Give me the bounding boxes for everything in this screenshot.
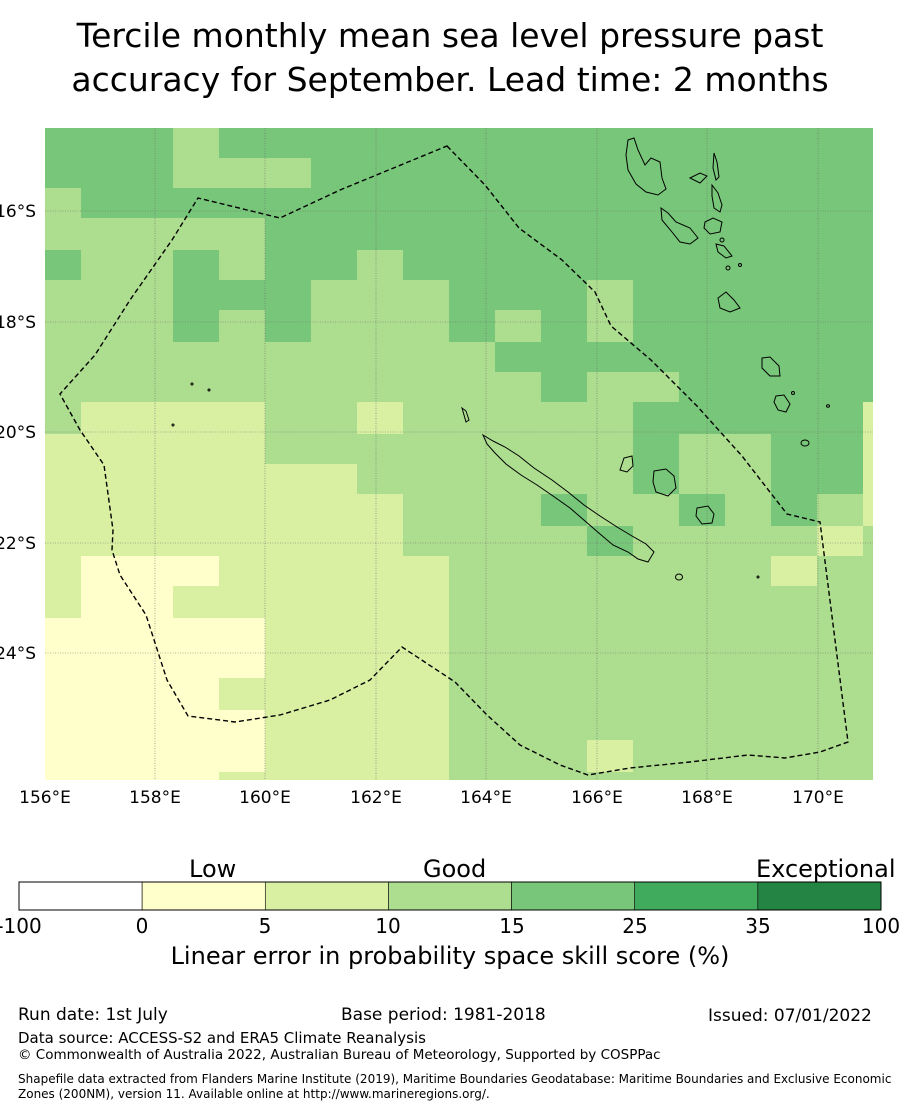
island-15 <box>800 439 810 447</box>
island-14 <box>461 406 470 423</box>
colorbar-segment <box>634 881 759 911</box>
colorbar-tick: 100 <box>862 914 900 938</box>
colorbar-label-good: Good <box>423 855 487 883</box>
base-period: Base period: 1981-2018 <box>341 1005 546 1025</box>
colorbar-segment <box>388 881 512 911</box>
colorbar-segment <box>757 881 882 911</box>
coastlines <box>171 137 830 581</box>
lon-label: 164°E <box>460 788 512 808</box>
island-22 <box>190 382 194 386</box>
colorbar-tick: 5 <box>259 914 272 938</box>
island-3 <box>711 183 723 213</box>
island-25 <box>756 575 760 579</box>
colorbar-segment <box>511 881 636 911</box>
run-date: Run date: 1st July <box>18 1005 168 1025</box>
shapefile-credit: Shapefile data extracted from Flanders M… <box>18 1072 892 1101</box>
island-13 <box>688 172 708 184</box>
colorbar-label-low: Low <box>189 855 237 883</box>
copyright: © Commonwealth of Australia 2022, Austra… <box>18 1047 661 1063</box>
colorbar-segments <box>18 881 882 911</box>
colorbar-tick: 15 <box>499 914 524 938</box>
data-source: Data source: ACCESS-S2 and ERA5 Climate … <box>18 1029 426 1047</box>
colorbar-tick: 10 <box>375 914 400 938</box>
lat-label: 24°S <box>0 644 36 664</box>
colorbar-axis-title: Linear error in probability space skill … <box>170 942 730 970</box>
island-19 <box>738 263 742 267</box>
colorbar-ticks: -100 0 5 10 15 25 35 100 <box>0 914 900 938</box>
island-5 <box>703 217 723 235</box>
map-area: 156°E 158°E 160°E 162°E 164°E 166°E 168°… <box>0 128 873 808</box>
colorbar-label-exceptional: Exceptional <box>756 855 896 883</box>
island-6 <box>715 243 733 259</box>
colorbar-segment <box>18 881 143 911</box>
island-21 <box>826 404 830 408</box>
island-24 <box>171 423 175 427</box>
island-18 <box>725 265 731 271</box>
island-8 <box>761 356 781 377</box>
lat-label: 16°S <box>0 202 36 222</box>
island-2 <box>660 206 699 245</box>
island-12 <box>619 455 634 473</box>
lon-label: 170°E <box>792 788 844 808</box>
island-4 <box>712 152 720 181</box>
title-line-2: accuracy for September. Lead time: 2 mon… <box>71 60 829 99</box>
issued-date: Issued: 07/01/2022 <box>708 1006 872 1026</box>
island-17 <box>719 237 725 243</box>
skill-grid <box>45 128 873 780</box>
eez-boundary <box>59 145 849 776</box>
island-9 <box>773 394 791 413</box>
island-20 <box>791 391 795 395</box>
lon-label: 162°E <box>350 788 402 808</box>
island-7 <box>717 291 741 313</box>
island-11 <box>695 505 715 525</box>
lon-label: 158°E <box>129 788 181 808</box>
colorbar-tick: 25 <box>622 914 647 938</box>
lon-label: 168°E <box>681 788 733 808</box>
lon-label: 156°E <box>19 788 71 808</box>
main-vanuatu-island <box>625 137 667 196</box>
lat-label: 20°S <box>0 423 36 443</box>
island-16 <box>675 573 683 581</box>
colorbar-tick: 35 <box>745 914 770 938</box>
map-title: Tercile monthly mean sea level pressure … <box>0 14 900 102</box>
colorbar-segment <box>141 881 266 911</box>
title-line-1: Tercile monthly mean sea level pressure … <box>76 16 824 55</box>
colorbar-segment <box>264 881 389 911</box>
lon-label: 166°E <box>571 788 623 808</box>
lat-label: 18°S <box>0 313 36 333</box>
gridlines <box>45 128 873 780</box>
lon-axis-labels: 156°E 158°E 160°E 162°E 164°E 166°E 168°… <box>19 788 844 808</box>
island-23 <box>207 388 211 392</box>
colorbar-tick: 0 <box>136 914 149 938</box>
lon-label: 160°E <box>239 788 291 808</box>
colorbar-border <box>18 881 882 911</box>
colorbar: -100 0 5 10 15 25 35 100 <box>0 881 900 938</box>
lat-axis-labels: 16°S 18°S 20°S 22°S 24°S <box>0 202 36 664</box>
colorbar-tick: -100 <box>0 914 42 938</box>
lat-label: 22°S <box>0 534 36 554</box>
new-caledonia-island <box>481 433 655 563</box>
island-10 <box>652 468 677 497</box>
skill-map: 156°E 158°E 160°E 162°E 164°E 166°E 168°… <box>0 128 873 808</box>
